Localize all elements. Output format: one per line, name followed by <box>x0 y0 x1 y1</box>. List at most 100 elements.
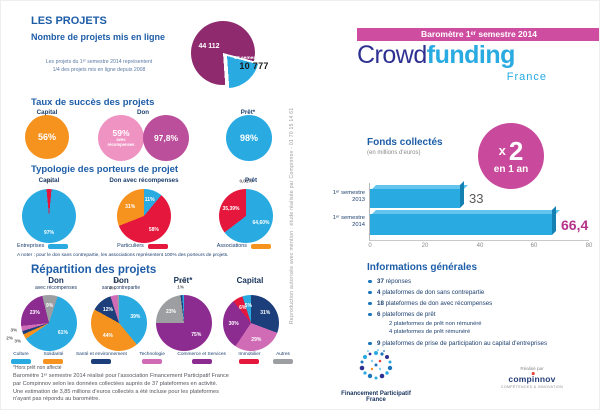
bar-row-label-2014: 1ᵉʳ semestre 2014 <box>332 215 365 228</box>
infos-list: 37 réponses 4 plateformes de don sans co… <box>367 278 593 351</box>
pie-label: 30% <box>228 320 239 327</box>
typologie-pie-pret: 64,60% 35,39% 0,01% <box>219 179 273 243</box>
bar-row-2013: 33 <box>370 189 599 208</box>
projects-subtitle: Nombre de projets mis en ligne <box>31 32 166 42</box>
repartition-title: Répartition des projets <box>31 264 157 276</box>
legend-item-particuliers: Particuliers <box>117 243 168 249</box>
repartition-legend: Culture Solidarité Santé et environnemen… <box>11 352 293 364</box>
axis-tick-80: 80 <box>585 243 593 249</box>
legend-item-entreprises: Entreprises <box>17 243 69 249</box>
axis-tick-60: 60 <box>530 243 538 249</box>
pie-label: 1% <box>179 278 186 284</box>
typologie-label-don: Don avec récompenses <box>109 177 179 184</box>
sante-swatch <box>91 359 112 364</box>
legend-item-immobilier: Immobilier <box>238 352 261 364</box>
typologie-legend: Entreprises Particuliers Associations <box>17 243 271 249</box>
compinnov-tagline: COMPÉTENCES & INNOVATION <box>500 385 564 389</box>
list-item: 37 réponses <box>367 278 593 285</box>
funds-title: Fonds collectés <box>367 137 443 148</box>
axis-tick-20: 20 <box>421 243 429 249</box>
pie-label: 0,01% <box>239 178 253 184</box>
success-label-pret: Prêt* <box>240 109 256 116</box>
success-circle-don-sans: 97,8% <box>143 115 189 161</box>
pie-label: 3% <box>45 178 53 184</box>
legend-item-associations: Associations <box>217 243 271 249</box>
x2-badge: x 2 en 1 an <box>478 123 544 189</box>
pie-label: 12% <box>102 306 113 313</box>
projects-pie-chart: 44 112 1ᵉʳ semestre 2014 10 777 <box>191 21 274 88</box>
projects-caption: Les projets du 1ᵉʳ semestre 2014 représe… <box>45 59 153 73</box>
axis-tick-0: 0 <box>368 243 372 249</box>
list-item: 9 plateformes de prise de participation … <box>367 340 593 347</box>
pie-label: 31% <box>260 310 271 317</box>
legend-item-commerce: Commerce et Services <box>177 352 226 364</box>
repartition-pie-pret: 75% 23% 1% 1% <box>156 279 212 351</box>
typologie-pie-don: 11% 58% 31% <box>117 189 171 243</box>
typologie-pie-capital: 3% 97% <box>22 179 76 243</box>
success-circle-capital: 56% <box>25 115 69 159</box>
success-label-don: Don <box>136 109 150 116</box>
legend-item-sante: Santé et environnement <box>76 352 127 364</box>
pie-label: 3% <box>14 338 22 343</box>
immobilier-swatch <box>239 359 260 364</box>
rep-head-don-rec: Don avec récompenses <box>35 276 77 291</box>
crowdfunding-logo: Crowdfunding <box>357 41 515 69</box>
pie-label: 5% <box>244 302 252 309</box>
axis-tick-40: 40 <box>476 243 484 249</box>
funds-bar-chart: 33 66,4 0 20 40 60 80 <box>368 183 592 249</box>
list-item: 4 plateformes de don sans contrepartie <box>367 289 593 296</box>
pie-label: 44% <box>102 333 113 340</box>
fpf-logo-block: Financement Participatif France <box>326 349 426 403</box>
associations-swatch <box>250 243 271 249</box>
pie-label: 97% <box>43 229 55 236</box>
bar-2013 <box>370 189 460 208</box>
left-title: LES PROJETS <box>31 15 107 27</box>
list-item: 6 plateformes de prêt 2 plateformes de p… <box>367 311 593 336</box>
reproduction-note: Reproduction autorisée avec mention : ét… <box>289 107 295 325</box>
success-circle-don-recompenses: 59% avec récompenses <box>98 115 144 161</box>
pie-label: 58% <box>148 226 159 233</box>
pie-label: 75% <box>191 332 202 339</box>
repartition-pie-capital: 31% 29% 30% 6% 5% <box>223 295 279 351</box>
typologie-note: A noter : pour le don sans contrepartie,… <box>17 253 229 258</box>
pie-label: 3% <box>10 327 18 333</box>
compinnov-block: Réalisé par compinnov COMPÉTENCES & INNO… <box>489 366 575 389</box>
legend-item-solidarite: Solidarité <box>43 352 64 364</box>
rep-head-pret: Prêt* <box>173 276 193 285</box>
barometre-banner: Baromètre 1ᵉʳ semestre 2014 <box>357 28 599 41</box>
rep-head-don-sans: Don sans contrepartie <box>101 276 141 291</box>
legend-item-technologie: Technologie <box>139 352 165 364</box>
pie-label: 23% <box>29 310 40 317</box>
pie-label: 64,60% <box>252 220 270 227</box>
pie-label: 9% <box>45 302 54 309</box>
success-label-capital: Capital <box>36 109 58 116</box>
bar-value-2013: 33 <box>469 191 484 206</box>
bar-row-label-2013: 1ᵉʳ semestre 2013 <box>332 190 365 203</box>
pie-label: 1% <box>177 284 184 290</box>
entreprises-swatch <box>48 243 69 249</box>
commerce-swatch <box>191 359 212 364</box>
compinnov-logo: compinnov <box>508 374 556 384</box>
particuliers-swatch <box>147 243 168 249</box>
pie-label: 1% <box>114 278 121 284</box>
pie-label: 39% <box>130 314 141 321</box>
bar-2014 <box>370 214 552 235</box>
legend-item-autres: Autres <box>273 352 293 364</box>
pie-label: 29% <box>251 336 262 343</box>
pie-label: 31% <box>125 203 136 210</box>
solidarite-swatch <box>43 359 64 364</box>
repartition-pie-don-sans: 39% 44% 12% 4% 1% <box>91 279 147 351</box>
rep-head-capital: Capital <box>236 276 264 285</box>
culture-swatch <box>11 359 31 364</box>
autres-swatch <box>273 359 293 364</box>
pie-label: 23% <box>165 308 176 315</box>
pie-label: 11% <box>144 197 155 204</box>
realise-par: Réalisé par <box>520 366 544 371</box>
projects-pie-slice-label: 1ᵉʳ semestre 2014 10 777 <box>234 56 275 71</box>
list-item: 18 plateformes de don avec récompenses <box>367 300 593 307</box>
repartition-pie-don-rec: 61% 3% 2% 3% 23% 9% <box>6 295 77 351</box>
typologie-title: Typologie des porteurs de projet <box>31 164 179 175</box>
pie-label: 35,39% <box>222 205 240 212</box>
pie-label: 2% <box>6 335 13 341</box>
bar-row-2014: 66,4 <box>370 214 599 235</box>
